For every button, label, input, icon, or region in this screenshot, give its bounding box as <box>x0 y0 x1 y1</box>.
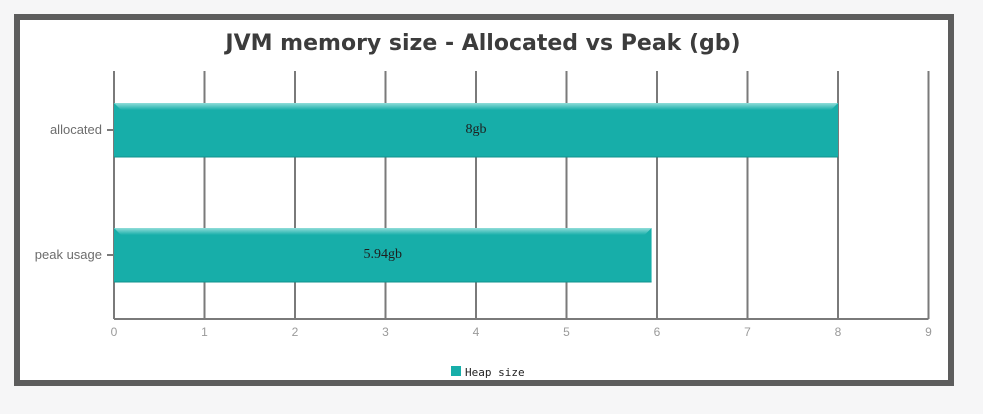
x-tick-label-1: 1 <box>201 325 208 339</box>
data-label-allocated: 8gb <box>466 122 487 137</box>
x-tick-label-9: 9 <box>925 325 932 339</box>
legend-label: Heap size <box>465 366 525 379</box>
bar-peak-usage <box>114 228 652 282</box>
legend-swatch <box>451 366 461 376</box>
y-category-label-peak-usage: peak usage <box>35 247 102 262</box>
x-tick-label-3: 3 <box>382 325 389 339</box>
x-tick-label-7: 7 <box>744 325 751 339</box>
x-tick-label-4: 4 <box>473 325 480 339</box>
chart-frame <box>14 14 954 386</box>
data-label-peak-usage: 5.94gb <box>364 247 403 262</box>
legend: Heap size <box>451 366 525 379</box>
x-tick-label-8: 8 <box>835 325 842 339</box>
chart-title: JVM memory size - Allocated vs Peak (gb) <box>223 31 740 56</box>
bar-highlight-allocated <box>114 103 838 110</box>
bar-highlight-peak-usage <box>114 228 652 235</box>
x-tick-label-0: 0 <box>111 325 118 339</box>
bars <box>114 103 838 283</box>
x-tick-label-2: 2 <box>292 325 299 339</box>
axis-labels: 0 1 2 3 4 5 6 7 8 9 8gb allocated 5.94gb peak usage <box>35 122 932 339</box>
bar-allocated <box>114 103 838 157</box>
x-tick-label-6: 6 <box>654 325 661 339</box>
x-tick-label-5: 5 <box>563 325 570 339</box>
y-category-label-allocated: allocated <box>50 122 102 137</box>
